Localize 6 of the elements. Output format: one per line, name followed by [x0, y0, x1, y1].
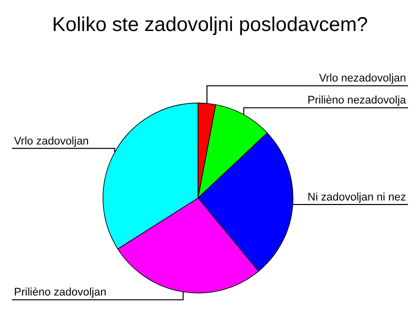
slice-label: Prilièno nezadovolja — [308, 94, 407, 107]
chart-title: Koliko ste zadovoljni poslodavcem? — [51, 13, 369, 38]
slice-label: Vrlo zadovoljan — [14, 135, 89, 148]
slice-label: Prilièno zadovoljan — [14, 286, 106, 299]
slice-label: Ni zadovoljan ni nez — [308, 191, 406, 204]
slice-label: Vrlo nezadovoljan — [318, 72, 406, 85]
